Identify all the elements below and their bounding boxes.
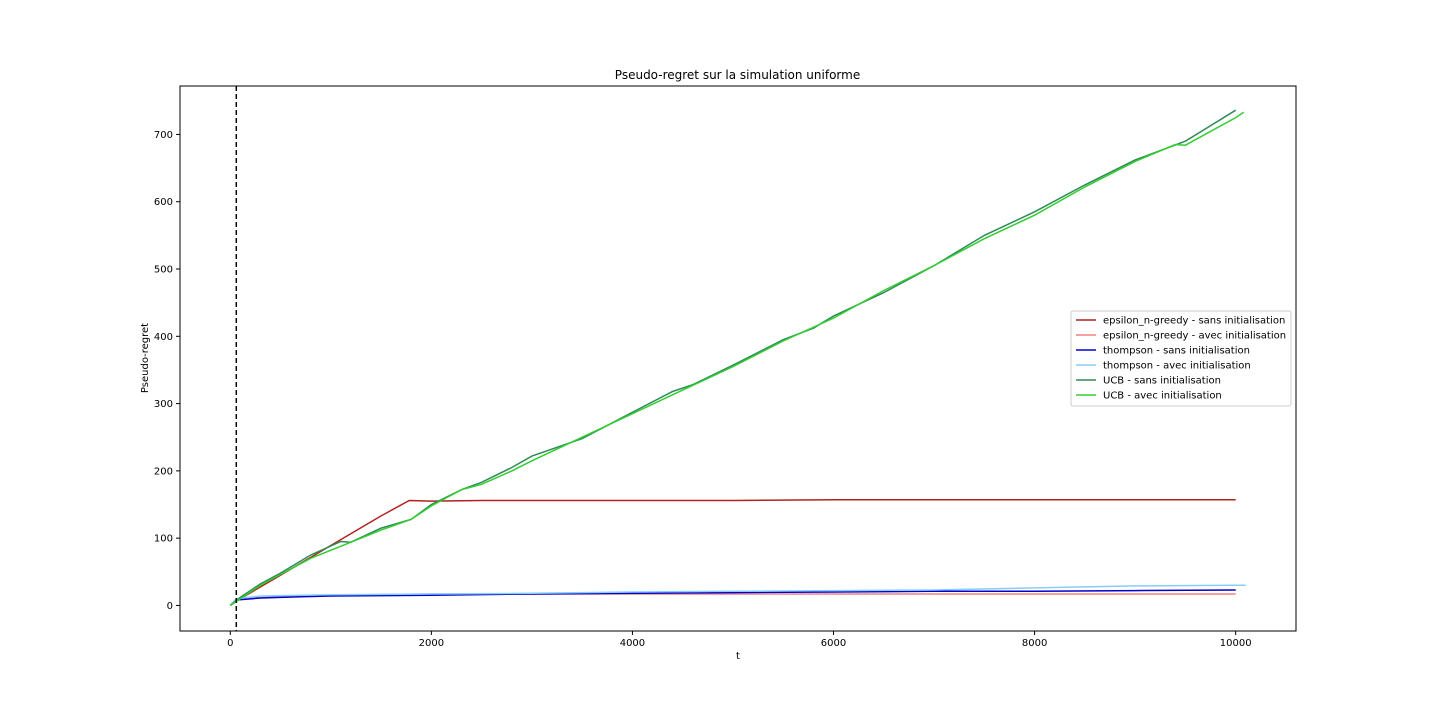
series-line-2 — [229, 589, 1236, 606]
plot-area — [229, 86, 1246, 631]
y-tick-label: 600 — [154, 197, 173, 208]
legend-label-0: epsilon_n-greedy - sans initialisation — [1103, 316, 1285, 327]
x-tick-label: 0 — [227, 638, 233, 649]
chart-title: Pseudo-regret sur la simulation uniforme — [615, 68, 860, 82]
legend-label-3: thompson - avec initialisation — [1103, 361, 1251, 372]
legend-label-1: epsilon_n-greedy - avec initialisation — [1103, 331, 1286, 342]
x-tick-label: 6000 — [821, 638, 846, 649]
plot-frame — [179, 85, 1297, 632]
y-axis: 0 100 200 300 400 500 600 700 — [154, 130, 180, 612]
x-axis-label: t — [736, 651, 740, 662]
x-axis: 0 2000 4000 6000 8000 10000 — [227, 631, 1252, 649]
legend-items: epsilon_n-greedy - sans initialisation ep… — [1076, 316, 1286, 402]
y-axis-label: Pseudo-regret — [140, 323, 151, 393]
x-tick-label: 2000 — [419, 638, 444, 649]
legend: epsilon_n-greedy - sans initialisation ep… — [1070, 310, 1292, 407]
y-tick-label: 400 — [154, 332, 173, 343]
legend-frame — [1070, 310, 1292, 407]
y-tick-label: 200 — [154, 466, 173, 477]
y-tick-label: 700 — [154, 130, 173, 141]
legend-label-2: thompson - sans initialisation — [1103, 346, 1250, 357]
x-tick-label: 4000 — [620, 638, 645, 649]
x-tick-label: 8000 — [1022, 638, 1047, 649]
y-tick-label: 500 — [154, 265, 173, 276]
y-tick-label: 0 — [167, 601, 173, 612]
x-tick-label: 10000 — [1220, 638, 1252, 649]
y-tick-label: 100 — [154, 534, 173, 545]
legend-label-4: UCB - sans initialisation — [1103, 376, 1221, 387]
series-line-5 — [229, 111, 1245, 607]
series-line-3 — [229, 584, 1246, 606]
legend-label-5: UCB - avec initialisation — [1103, 391, 1222, 402]
y-tick-label: 300 — [154, 399, 173, 410]
